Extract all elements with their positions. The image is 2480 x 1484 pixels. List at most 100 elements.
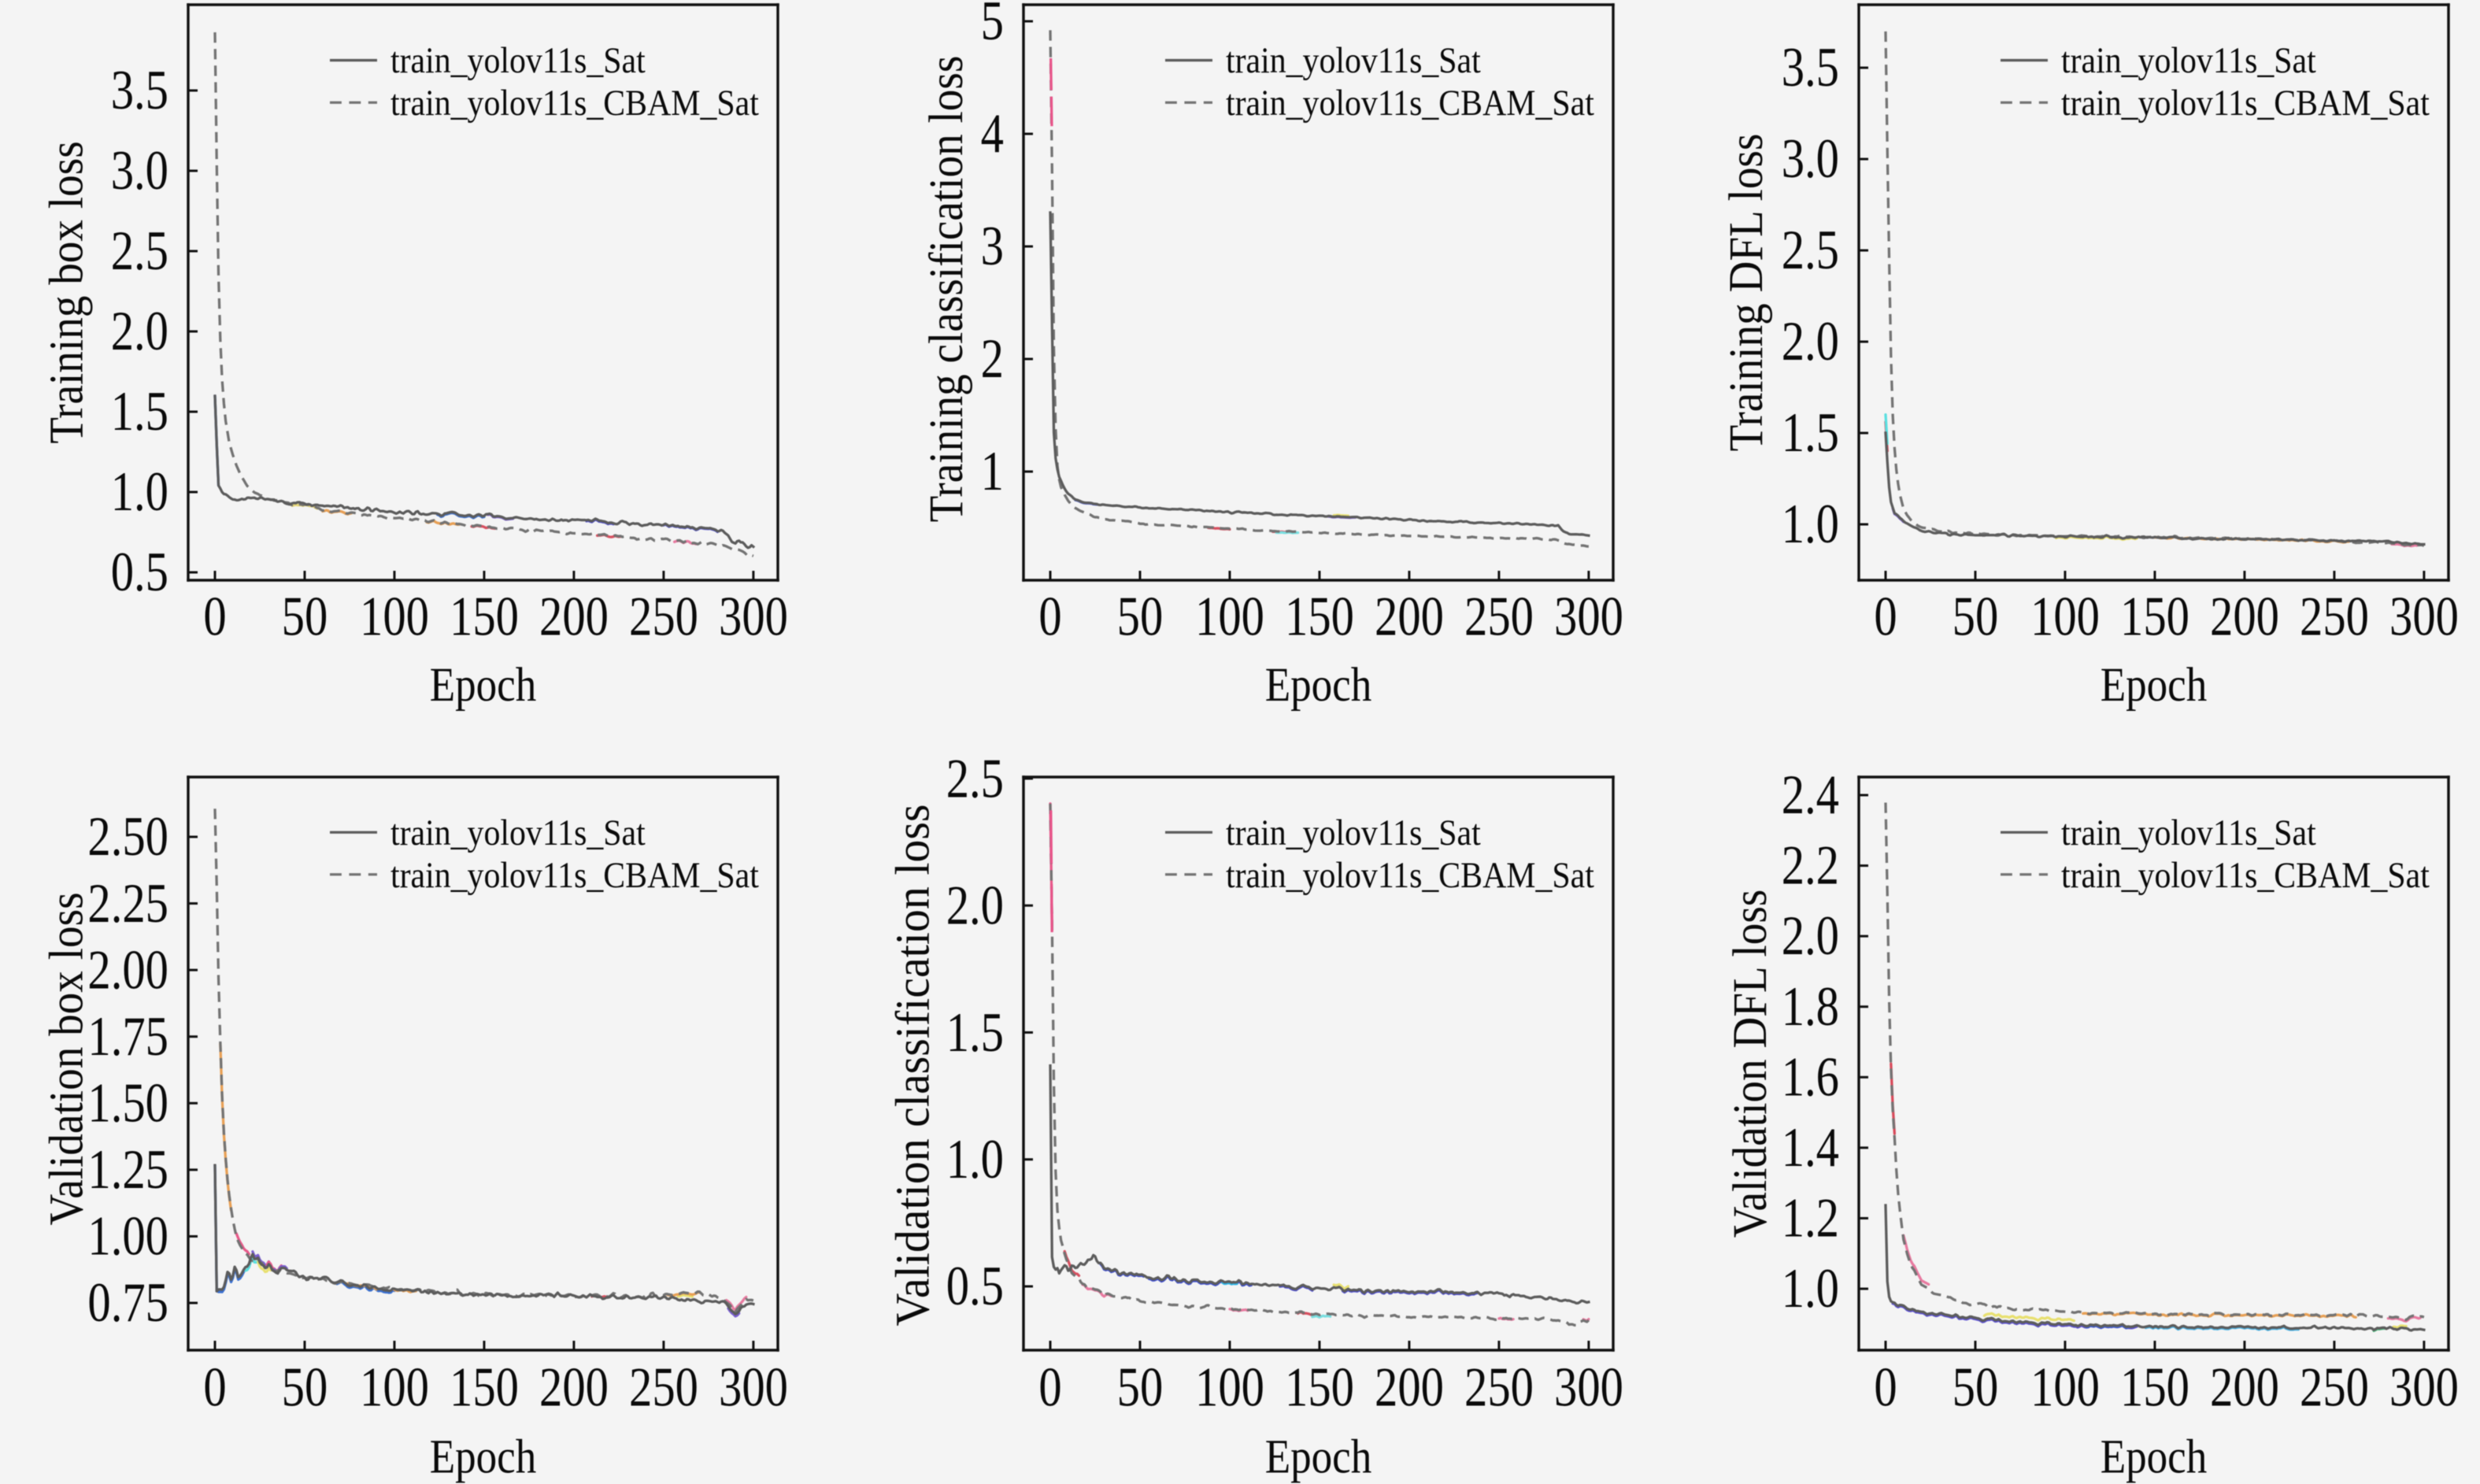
svg-text:150: 150 [2120,586,2189,648]
svg-text:Epoch: Epoch [1265,659,1372,712]
svg-text:1: 1 [981,441,1004,503]
svg-text:Validation box loss: Validation box loss [39,892,93,1225]
svg-text:1.5: 1.5 [946,1002,1004,1064]
svg-text:1.75: 1.75 [87,1006,168,1068]
svg-text:3.0: 3.0 [111,140,168,202]
svg-text:1.6: 1.6 [1782,1046,1839,1108]
svg-text:0: 0 [203,586,226,648]
svg-text:train_yolov11s_CBAM_Sat: train_yolov11s_CBAM_Sat [2061,82,2430,124]
svg-text:0: 0 [1874,1356,1897,1419]
svg-text:300: 300 [1554,1356,1623,1419]
svg-text:train_yolov11s_Sat: train_yolov11s_Sat [2061,812,2316,853]
svg-text:200: 200 [539,1356,609,1419]
svg-text:train_yolov11s_Sat: train_yolov11s_Sat [1226,39,1481,81]
svg-text:2.5: 2.5 [111,220,168,283]
svg-text:50: 50 [1953,1356,1999,1419]
svg-text:300: 300 [719,1356,788,1419]
svg-text:50: 50 [1953,586,1999,648]
svg-text:Training box loss: Training box loss [39,141,93,443]
svg-text:2.0: 2.0 [1782,311,1839,373]
svg-text:1.5: 1.5 [111,381,168,443]
svg-text:train_yolov11s_CBAM_Sat: train_yolov11s_CBAM_Sat [391,82,759,124]
svg-text:1.0: 1.0 [111,461,168,524]
svg-text:2.0: 2.0 [111,301,168,363]
svg-text:1.0: 1.0 [946,1129,1004,1191]
svg-text:1.8: 1.8 [1782,976,1839,1038]
svg-text:150: 150 [2120,1356,2189,1419]
svg-text:Training classification loss: Training classification loss [919,56,972,523]
svg-text:train_yolov11s_CBAM_Sat: train_yolov11s_CBAM_Sat [1226,854,1594,896]
svg-text:3.5: 3.5 [1782,37,1839,99]
svg-text:1.50: 1.50 [87,1072,168,1134]
svg-text:0.5: 0.5 [946,1256,1004,1318]
svg-text:100: 100 [2030,1356,2100,1419]
svg-text:1.00: 1.00 [87,1205,168,1268]
svg-text:0: 0 [1038,1356,1061,1419]
svg-text:2.2: 2.2 [1782,835,1839,897]
svg-text:2.00: 2.00 [87,939,168,1001]
svg-text:250: 250 [1464,586,1534,648]
svg-text:Epoch: Epoch [2101,1430,2208,1483]
svg-text:train_yolov11s_Sat: train_yolov11s_Sat [1226,812,1481,853]
svg-text:Epoch: Epoch [430,659,537,712]
svg-text:50: 50 [1117,1356,1164,1419]
svg-text:200: 200 [1375,586,1444,648]
svg-text:250: 250 [1464,1356,1534,1419]
svg-text:100: 100 [360,586,429,648]
svg-text:300: 300 [1554,586,1623,648]
svg-text:250: 250 [2300,586,2369,648]
svg-text:200: 200 [1375,1356,1444,1419]
svg-text:2.25: 2.25 [87,873,168,935]
svg-text:train_yolov11s_CBAM_Sat: train_yolov11s_CBAM_Sat [391,854,759,896]
svg-text:train_yolov11s_Sat: train_yolov11s_Sat [391,39,646,81]
svg-text:3: 3 [981,216,1004,278]
svg-text:150: 150 [1285,1356,1354,1419]
svg-text:1.2: 1.2 [1782,1187,1839,1249]
svg-text:2.4: 2.4 [1782,764,1839,827]
svg-text:2.5: 2.5 [946,748,1004,810]
svg-text:train_yolov11s_Sat: train_yolov11s_Sat [2061,39,2316,81]
svg-text:Epoch: Epoch [2101,659,2208,712]
svg-text:Epoch: Epoch [1265,1430,1372,1483]
svg-text:2.5: 2.5 [1782,220,1839,282]
svg-text:200: 200 [539,586,609,648]
svg-text:1.5: 1.5 [1782,402,1839,464]
svg-text:100: 100 [1195,1356,1264,1419]
svg-text:2: 2 [981,328,1004,390]
svg-text:2.0: 2.0 [1782,905,1839,968]
svg-text:300: 300 [2389,586,2459,648]
svg-text:2.0: 2.0 [946,875,1004,937]
svg-text:1.0: 1.0 [1782,494,1839,556]
svg-text:Training DFL loss: Training DFL loss [1719,134,1772,452]
svg-text:4: 4 [981,103,1004,165]
svg-text:3.0: 3.0 [1782,128,1839,191]
svg-text:100: 100 [1195,586,1264,648]
svg-text:0.5: 0.5 [111,542,168,604]
svg-text:150: 150 [1285,586,1354,648]
svg-text:100: 100 [2030,586,2100,648]
svg-text:200: 200 [2210,586,2279,648]
svg-text:150: 150 [450,1356,519,1419]
svg-text:50: 50 [282,1356,328,1419]
svg-text:train_yolov11s_Sat: train_yolov11s_Sat [391,812,646,853]
svg-text:1.25: 1.25 [87,1139,168,1201]
svg-text:0.75: 0.75 [87,1272,168,1334]
svg-text:train_yolov11s_CBAM_Sat: train_yolov11s_CBAM_Sat [2061,854,2430,896]
svg-text:300: 300 [719,586,788,648]
svg-text:100: 100 [360,1356,429,1419]
svg-text:50: 50 [282,586,328,648]
svg-text:0: 0 [1874,586,1897,648]
svg-text:50: 50 [1117,586,1164,648]
svg-text:150: 150 [450,586,519,648]
svg-text:Validation classification loss: Validation classification loss [886,805,939,1327]
svg-text:250: 250 [629,1356,698,1419]
svg-text:Validation DFL loss: Validation DFL loss [1723,890,1776,1238]
svg-text:5: 5 [981,0,1004,52]
svg-text:3.5: 3.5 [111,60,168,122]
svg-text:0: 0 [203,1356,226,1419]
svg-text:1.0: 1.0 [1782,1258,1839,1320]
svg-text:250: 250 [629,586,698,648]
svg-text:0: 0 [1038,586,1061,648]
svg-text:1.4: 1.4 [1782,1117,1839,1179]
svg-text:250: 250 [2300,1356,2369,1419]
